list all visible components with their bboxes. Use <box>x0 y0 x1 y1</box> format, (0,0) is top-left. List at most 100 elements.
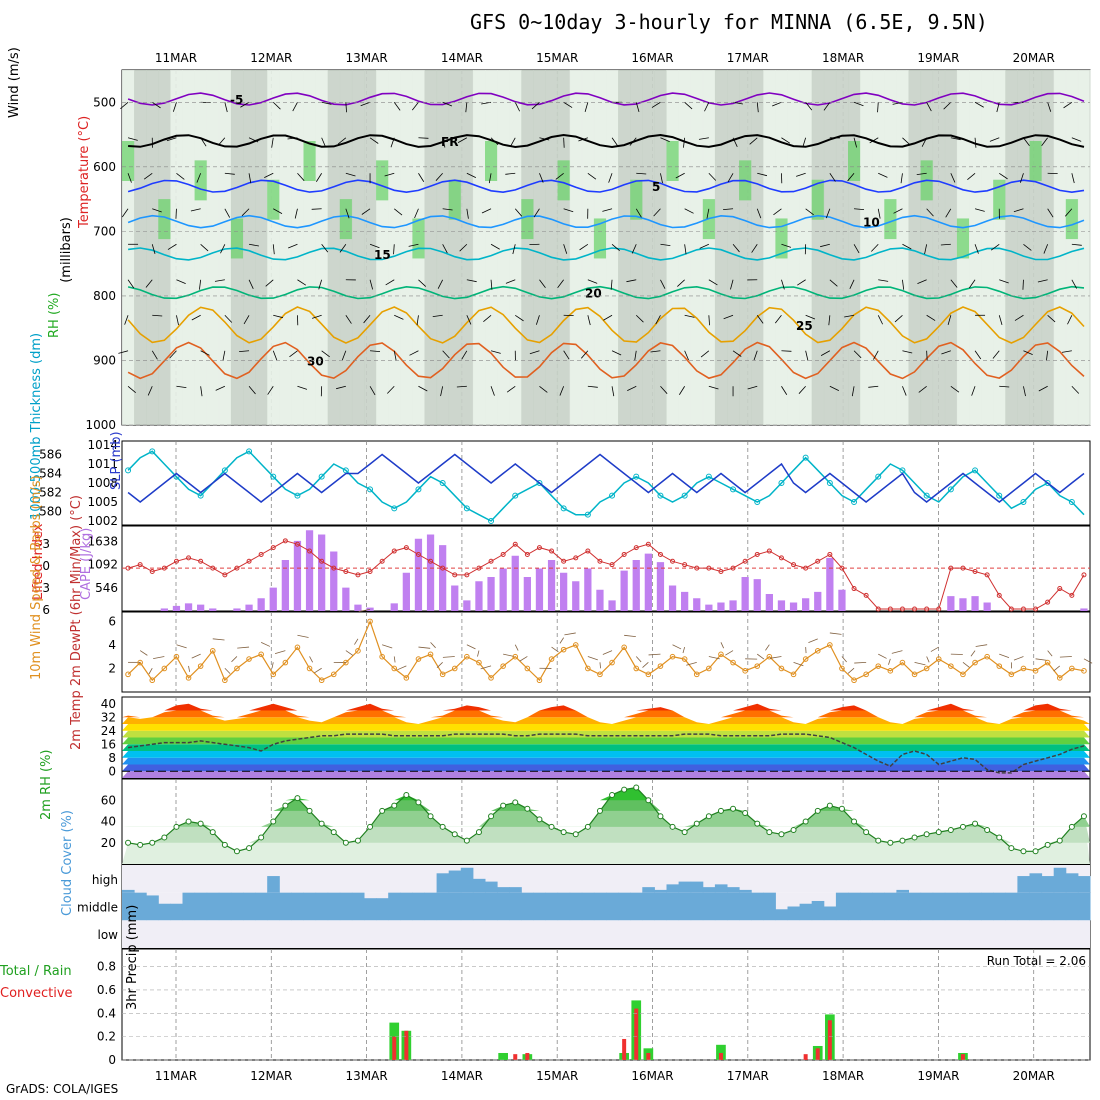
slp-point <box>826 480 833 486</box>
slp-point <box>463 505 470 512</box>
cloud-cell-middle <box>896 892 909 921</box>
cloud-cell-high <box>1029 873 1043 893</box>
run-total-label: Run Total = 2.06 <box>987 954 1086 968</box>
wind-barb <box>272 350 278 361</box>
wind-barb <box>660 386 668 394</box>
wind-barb <box>603 314 613 321</box>
wind-barb <box>918 385 927 393</box>
cape-bar <box>802 598 810 611</box>
wind-barb <box>854 661 867 664</box>
rh-shade-column <box>920 70 934 425</box>
rh-shade-column <box>400 70 413 425</box>
date-label-bottom: 13MAR <box>346 1069 388 1083</box>
cloud-cell-middle <box>339 892 353 921</box>
wind-barb <box>602 208 613 212</box>
wind-barb <box>466 279 477 283</box>
wind-barb <box>684 101 693 110</box>
rh-shade-moist <box>593 218 607 259</box>
isotherm-30 <box>127 341 1085 380</box>
cape-bar <box>729 600 737 611</box>
wind-barb <box>877 102 879 113</box>
li-point <box>294 541 300 547</box>
cape-bar <box>257 598 265 611</box>
li-point <box>718 569 724 574</box>
precip-convective-bar <box>718 1052 723 1060</box>
li-point <box>899 606 905 612</box>
rh-shade-column <box>1017 70 1030 425</box>
rh-shade-column <box>364 70 377 425</box>
li-point <box>512 541 518 547</box>
wind-speed-point <box>355 648 361 654</box>
slp-point <box>851 499 858 505</box>
rh-point <box>475 829 482 836</box>
wind-barb <box>627 385 637 392</box>
rh-point <box>851 818 858 825</box>
wind-barb <box>514 102 520 112</box>
wind-barb <box>877 208 881 219</box>
cape-bar <box>765 594 773 611</box>
wind-barb <box>793 661 804 667</box>
li-point <box>379 558 385 564</box>
wind-barb <box>634 350 637 361</box>
rh-point <box>209 829 216 836</box>
slp-point <box>947 486 954 493</box>
isotherm-label: 5 <box>652 180 660 194</box>
li-tick: 0 <box>42 559 50 573</box>
wind-barb <box>418 279 427 287</box>
isotherm-FR <box>128 133 1085 149</box>
wind-barb <box>127 279 135 289</box>
wind-barb <box>345 172 356 177</box>
cloud-cell-middle <box>835 892 849 921</box>
li-point <box>343 569 349 574</box>
li-point <box>839 565 845 571</box>
wind-barb <box>120 101 129 110</box>
date-label-top: 12MAR <box>250 51 292 65</box>
wind-barb <box>578 137 588 142</box>
wind-barb <box>297 279 307 286</box>
li-point <box>331 565 337 571</box>
wind-barb <box>369 243 380 249</box>
wind-barb <box>950 173 956 183</box>
wind-barb <box>118 350 129 354</box>
rh-point <box>899 837 906 844</box>
cloud-cell-high <box>509 887 522 893</box>
rh-point <box>548 823 555 830</box>
cape-bar <box>547 560 556 611</box>
rh-point <box>947 827 954 833</box>
rh-point <box>1080 813 1087 820</box>
cloud-cell-high <box>702 887 716 893</box>
wind-barb <box>1023 243 1032 251</box>
rh-point <box>584 823 591 830</box>
wind-barb <box>599 662 601 669</box>
wind-barb <box>974 101 984 108</box>
rh-band <box>122 787 1090 811</box>
wind-barb <box>1083 658 1093 664</box>
wind-barb <box>1064 208 1073 217</box>
cape-bar <box>681 591 689 611</box>
rh-shade-column <box>727 70 740 425</box>
rh-shade-column <box>860 70 873 425</box>
wind-barb <box>539 173 544 183</box>
li-point <box>1033 606 1039 612</box>
wind-barb <box>393 244 395 255</box>
wind-barb <box>297 634 309 638</box>
date-label-top: 14MAR <box>441 51 483 65</box>
precip-tick: 0.4 <box>97 1006 116 1020</box>
wind-barb <box>773 208 782 216</box>
wind-barb <box>1071 173 1075 184</box>
wind-barb <box>271 137 274 148</box>
wind-barb <box>539 137 550 141</box>
cloud-cell-middle <box>279 892 292 921</box>
date-label-bottom: 11MAR <box>155 1069 197 1083</box>
wind-barb <box>998 315 1003 325</box>
wind-barb <box>648 653 661 656</box>
cloud-cell-middle <box>497 892 510 921</box>
wind-barb <box>626 279 637 283</box>
wind-barb <box>490 137 499 146</box>
rh-shade-column <box>206 70 220 425</box>
rh-shade-column <box>630 70 643 425</box>
wind-barb <box>297 385 308 390</box>
slp-point <box>270 473 277 480</box>
temp-tick: 16 <box>101 737 116 751</box>
